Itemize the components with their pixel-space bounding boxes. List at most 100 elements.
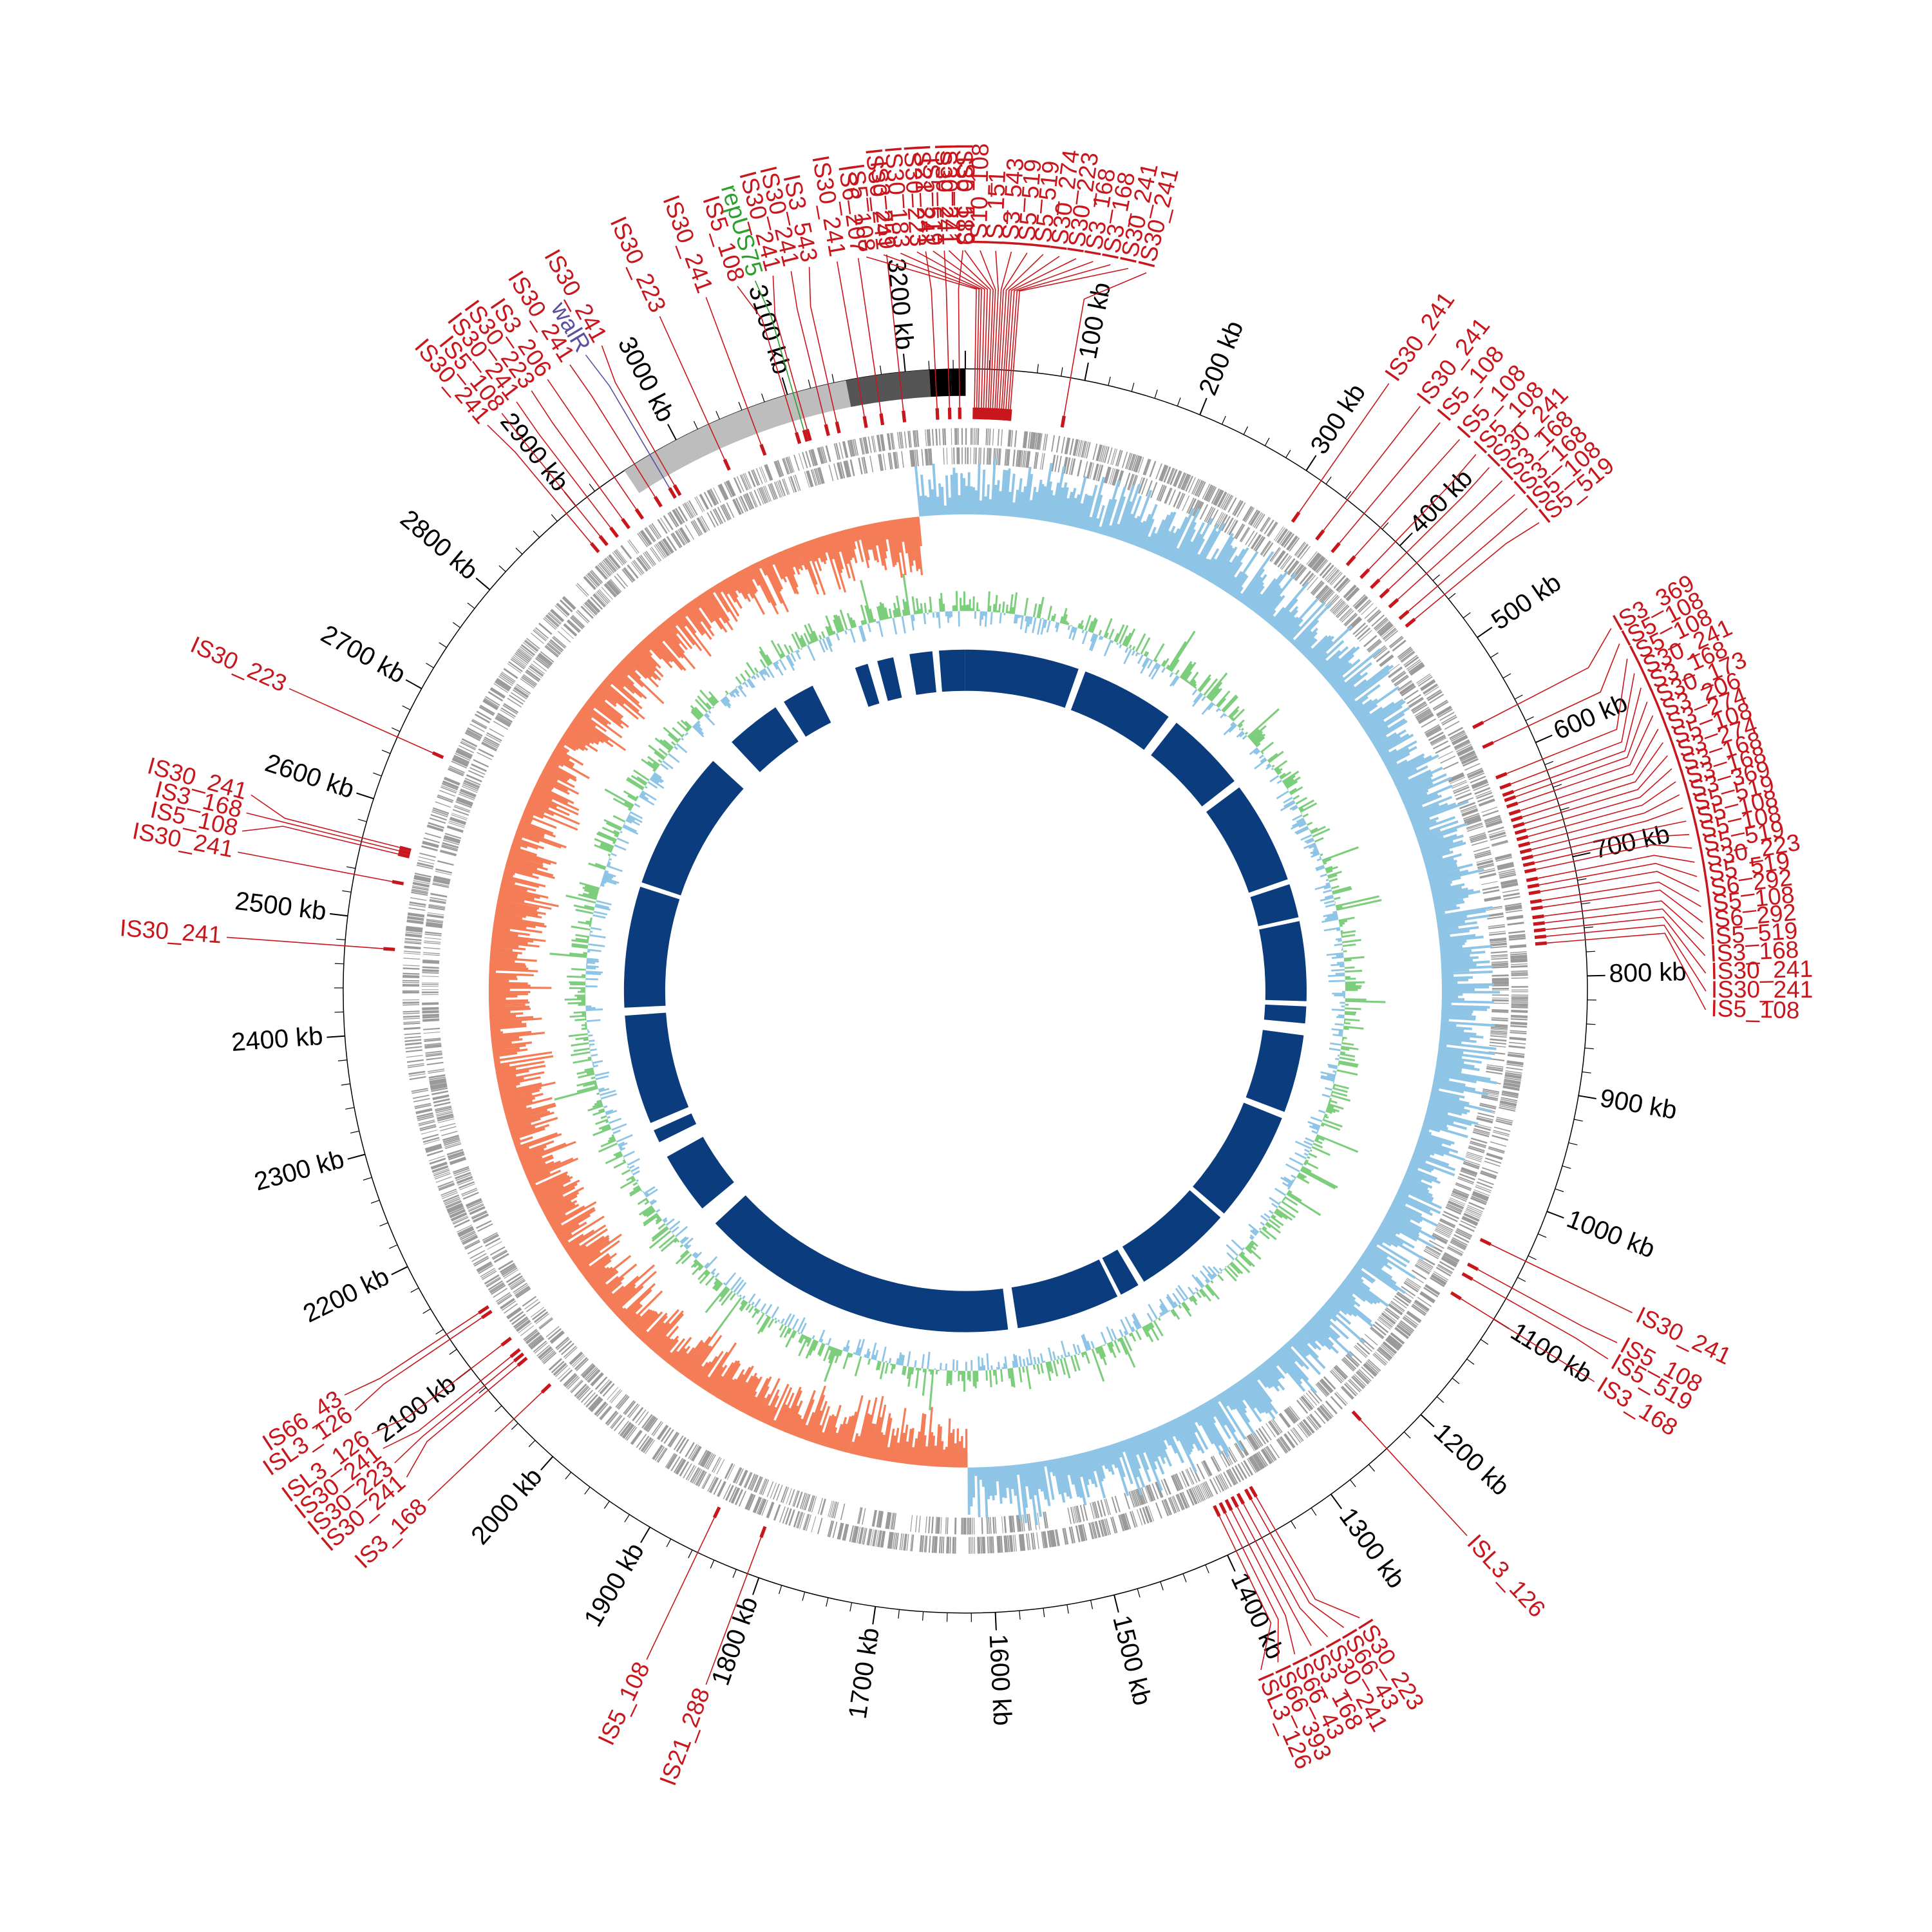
blast-hit-block (1122, 1190, 1221, 1282)
major-tick (1535, 734, 1553, 743)
minor-tick (1243, 426, 1249, 435)
kb-tick-label: 1300 kb (1334, 1502, 1410, 1593)
minor-tick (732, 1569, 737, 1578)
is-element-mark (1518, 841, 1530, 848)
annotation-leader-line (1005, 261, 1094, 409)
annotation-leader-line (344, 1312, 479, 1396)
annotation-leader-line (1231, 1510, 1296, 1654)
annotation-leader-line (1539, 862, 1698, 886)
minor-tick (342, 890, 352, 893)
annotation-leader-line (737, 286, 797, 433)
annotation-leader-line (1472, 1278, 1609, 1359)
annotation-leader-line (883, 254, 980, 408)
is-element-mark (1516, 835, 1529, 842)
annotation-leader-line (1545, 916, 1707, 974)
minor-tick (624, 1514, 630, 1522)
minor-tick (1264, 437, 1270, 446)
minor-tick (410, 1287, 419, 1293)
annotation-leader-line (994, 251, 1012, 408)
is-element-mark (672, 484, 682, 497)
gc-skew-positive (914, 458, 1501, 1526)
minor-tick (449, 1349, 457, 1355)
minor-tick (1160, 1581, 1164, 1591)
kb-tick-label: 2800 kb (395, 504, 483, 585)
kb-tick-label: 2700 kb (316, 620, 410, 689)
annotation-leader-line (1515, 701, 1648, 797)
is-element-mark (1466, 1262, 1479, 1271)
is-element-mark (478, 1305, 489, 1314)
kb-tick-label: 2300 kb (251, 1145, 347, 1197)
annotation-leader-line (242, 826, 399, 855)
annotation-leader-line (1506, 658, 1628, 774)
annotation-leader-line (531, 390, 623, 520)
blast-hit-block (1151, 723, 1235, 807)
is-annotation-label: IS30_223 (187, 631, 290, 697)
is-element-mark (1510, 815, 1523, 822)
is-element-mark (1532, 914, 1544, 920)
annotation-leader-line (1461, 1298, 1595, 1383)
kb-tick-label: 800 kb (1609, 958, 1687, 988)
is-annotation-label: IS5_108 (592, 1658, 654, 1749)
is-annotation-label: IS30_183 (951, 143, 978, 245)
annotation-leader-line (569, 364, 656, 497)
minor-tick (1581, 902, 1591, 905)
annotation-leader-line (1225, 1513, 1279, 1663)
is-element-mark (723, 459, 731, 471)
is-element-mark (1533, 921, 1545, 926)
minor-tick (565, 1472, 572, 1480)
minor-tick (341, 1083, 350, 1086)
major-tick (1084, 363, 1089, 381)
blast-hit-block (1245, 1030, 1304, 1112)
minor-tick (1586, 1023, 1596, 1025)
kb-tick-label: 1500 kb (1107, 1613, 1157, 1709)
is-element-mark (1530, 898, 1542, 904)
annotation-leader-line (1528, 781, 1676, 837)
is-element-mark (1519, 848, 1532, 855)
annotation-leader-line (371, 1345, 502, 1435)
blast-hit-block (1259, 921, 1307, 1001)
major-tick (391, 1265, 408, 1276)
annotation-leader-line (1542, 889, 1703, 923)
is-annotation-label: ISL3_126 (1462, 1530, 1550, 1622)
annotation-leader-line (1063, 272, 1147, 416)
is-element-mark (1479, 1238, 1492, 1246)
annotation-leader-line (866, 256, 977, 408)
annotation-leader-line (857, 258, 882, 414)
annotation-leader-line (1531, 807, 1683, 851)
is-element-mark (1236, 1493, 1245, 1505)
major-tick (329, 913, 348, 917)
minor-tick (1544, 761, 1554, 765)
is-element-mark (902, 410, 907, 422)
is-element-mark (480, 1309, 493, 1320)
is-annotation-label: IS30_241 (119, 914, 223, 948)
blast-hit-block (641, 761, 744, 896)
is-element-mark (1060, 415, 1066, 428)
is-element-mark (392, 880, 404, 886)
annotation-leader-line (754, 280, 804, 431)
is-element-mark (1531, 905, 1543, 911)
minor-tick (1537, 1233, 1547, 1238)
is-element-mark (1331, 542, 1341, 553)
minor-tick (1061, 367, 1063, 377)
annotation-leader-line (1298, 383, 1390, 513)
is-element-mark (1359, 568, 1370, 580)
blast-hit-block (1011, 1259, 1118, 1329)
is-element-mark (1482, 741, 1494, 749)
minor-tick (1108, 376, 1111, 386)
is-element-mark (598, 535, 609, 546)
is-element-mark (1379, 588, 1390, 599)
minor-tick (439, 642, 447, 648)
major-tick (1420, 1414, 1435, 1428)
kb-tick-label: 3000 kb (612, 332, 680, 426)
is-element-mark (1472, 721, 1484, 730)
is-annotation-label: IS5_519 (918, 156, 948, 247)
kb-tick-label: 2200 kb (299, 1262, 393, 1329)
is-element-mark (540, 1383, 552, 1394)
is-element-mark (1506, 801, 1519, 809)
minor-tick (379, 1222, 388, 1227)
is-element-mark (802, 430, 809, 442)
blast-hit-block (623, 886, 680, 1008)
annotation-leader-line (948, 250, 991, 408)
minor-tick (467, 602, 475, 609)
